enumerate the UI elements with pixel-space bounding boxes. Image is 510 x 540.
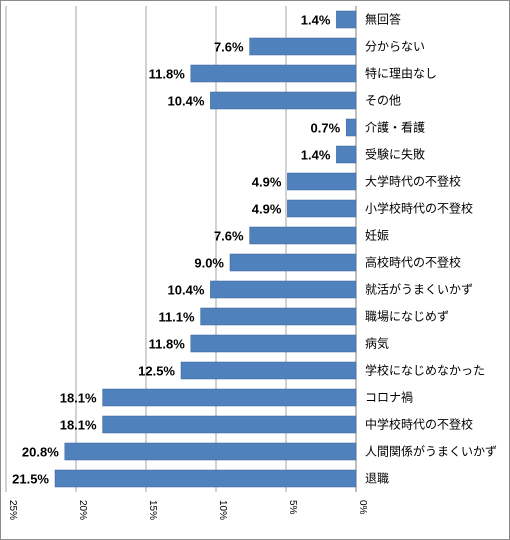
bar (287, 199, 357, 218)
category-label: 就活がうまくいかず (365, 282, 473, 297)
category-label: 人間関係がうまくいかず (365, 444, 497, 459)
grid-lines (5, 6, 357, 492)
bar (102, 415, 357, 434)
category-label: 小学校時代の不登校 (365, 201, 473, 216)
value-label: 9.0% (194, 256, 224, 271)
category-label: 病気 (365, 336, 389, 351)
value-label: 7.6% (214, 229, 244, 244)
bar (249, 226, 357, 245)
bar (249, 37, 357, 56)
category-label: 受験に失敗 (365, 147, 425, 162)
category-label: その他 (365, 94, 401, 108)
category-label: 中学校時代の不登校 (365, 417, 473, 432)
value-label: 20.8% (22, 445, 59, 460)
value-label: 11.1% (158, 310, 195, 325)
value-label: 10.4% (168, 283, 205, 298)
bar (336, 10, 357, 29)
value-label: 4.9% (252, 175, 282, 190)
category-label: 職場になじめず (365, 310, 449, 324)
bar (180, 361, 357, 380)
category-label: 高校時代の不登校 (365, 255, 461, 270)
bar (190, 64, 357, 83)
category-label: コロナ禍 (365, 390, 413, 405)
value-label: 18.1% (60, 418, 97, 433)
value-label: 1.4% (301, 13, 331, 28)
x-tick-label: 15% (147, 500, 158, 520)
category-label: 退職 (365, 472, 389, 486)
bar (287, 172, 357, 191)
x-tick-label: 0% (357, 500, 368, 515)
category-label: 大学時代の不登校 (365, 174, 461, 189)
category-label: 妊娠 (365, 229, 389, 243)
bar (336, 145, 357, 164)
x-tick-label: 20% (77, 500, 88, 520)
category-label: 特に理由なし (365, 66, 437, 81)
value-label: 1.4% (301, 148, 331, 163)
value-label: 10.4% (168, 94, 205, 109)
bar (54, 469, 357, 488)
bar (229, 253, 357, 272)
x-tick-label: 5% (287, 500, 298, 515)
bar (190, 334, 357, 353)
value-label: 4.9% (252, 202, 282, 217)
x-tick-label: 10% (217, 500, 228, 520)
category-label: 無回答 (365, 12, 401, 27)
labels: 0% 5% 10% 15% 20% 25% 1.4% 無回答 7.6% 分からない 11.8% 特に理… (7, 12, 497, 521)
bar (345, 118, 357, 137)
bars (54, 10, 357, 488)
category-label: 介護・看護 (365, 120, 425, 135)
category-label: 分からない (365, 40, 425, 54)
bar (210, 91, 357, 110)
value-label: 11.8% (149, 67, 186, 82)
value-label: 18.1% (60, 391, 97, 406)
value-label: 21.5% (12, 472, 49, 487)
x-tick-label: 25% (7, 500, 18, 520)
bar (64, 442, 357, 461)
bar (102, 388, 357, 407)
bar (210, 280, 357, 299)
value-label: 7.6% (214, 40, 244, 55)
value-label: 12.5% (138, 364, 175, 379)
category-label: 学校になじめなかった (365, 363, 485, 378)
bar (200, 307, 357, 326)
value-label: 11.8% (149, 337, 186, 352)
value-label: 0.7% (311, 121, 341, 136)
